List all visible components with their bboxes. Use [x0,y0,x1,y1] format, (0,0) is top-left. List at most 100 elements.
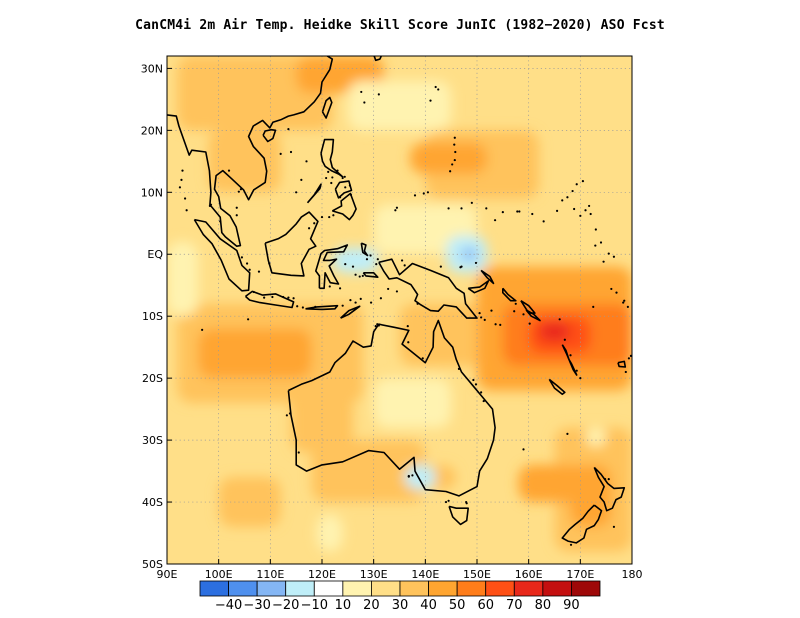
islet [444,500,448,504]
colorbar-label: −20 [272,598,299,613]
islet [320,215,324,219]
skill-region [585,427,607,447]
colorbar-label: 60 [477,598,494,613]
islet [513,310,516,313]
colorbar-swatch [485,580,515,597]
coastline-java [244,290,295,309]
coastline-timor [340,305,361,319]
skill-region [518,464,591,503]
colorbar-swatch [428,580,458,597]
x-tick-label: 170E [566,568,594,581]
y-tick-label: 30S [142,434,163,447]
skill-region [218,477,281,527]
islet [483,318,486,322]
coastline-australia [287,319,496,497]
islet [602,260,605,263]
coastline-tasmania [448,505,469,526]
islet [516,210,519,213]
islet [331,176,334,179]
islet [279,152,282,155]
islet [354,301,357,304]
islet [248,268,251,271]
islet [434,85,437,89]
coastline-solomons-b [520,300,536,314]
skill-region [316,514,343,552]
islet [594,228,597,231]
islet [365,258,369,261]
islet [453,143,456,146]
islet [328,285,331,288]
islet [478,311,481,315]
islet [358,275,361,278]
islet [235,214,238,217]
skill-region [373,378,452,428]
islet [341,176,344,180]
coastline-taiwan [321,96,333,119]
x-tick-label: 110E [256,568,284,581]
islet [482,399,485,403]
islet [336,169,339,172]
colorbar: −40 −30 −20 −10 10 20 30 40 50 60 70 80 90 [199,580,601,613]
islet [612,525,616,528]
islet [376,323,379,326]
islet [375,263,378,266]
islet [449,170,452,173]
islet [360,90,363,94]
islet [330,181,333,185]
colorbar-swatch [399,580,429,597]
colorbar-label: 50 [449,598,466,613]
skill-region [539,322,570,341]
islet [341,304,344,307]
colorbar-swatch [542,580,572,597]
islet [374,325,377,328]
islet [327,170,330,173]
islet [454,150,457,154]
islet [581,180,585,183]
islet [571,189,574,193]
colorbar-swatch [342,580,372,597]
coastline-sumbawa-flores [305,304,339,311]
islet [426,191,430,194]
x-tick-label: 120E [308,568,336,581]
colorbar-label: 90 [563,598,580,613]
islet [349,193,353,196]
islet [499,323,502,326]
islet [287,296,290,299]
skill-field [167,56,632,564]
x-tick-label: 150E [463,568,491,581]
islet [493,219,497,222]
skill-region [198,328,312,379]
gridlines [167,56,632,564]
islet [465,500,468,504]
islet [592,305,595,309]
islet [297,451,300,454]
map-title: CanCM4i 2m Air Temp. Heidke Skill Score … [135,18,665,33]
islet [561,199,564,202]
colorbar-swatch [371,580,401,597]
islet [437,88,440,91]
islet [623,299,626,302]
islet [429,99,432,102]
islet [607,252,610,255]
islet [252,290,255,294]
islet [285,414,288,417]
coastline-korea-japan-edge [350,56,352,57]
islet [300,178,303,182]
x-tick-label: 180 [622,568,643,581]
colorbar-label: −30 [243,598,270,613]
coastline-sulawesi [315,244,349,290]
islet [622,301,625,304]
islet [288,412,292,415]
coastline-new-caledonia [548,378,566,396]
y-tick-label: 40S [142,496,163,509]
colorbar-swatch [228,580,258,597]
coastline-fiji [617,360,627,368]
islet [542,220,545,223]
islet [451,163,454,166]
coastline-new-ireland [480,269,495,285]
islet [555,209,559,212]
islet [447,207,450,210]
colorbar-swatch [285,580,315,597]
islet [569,354,572,357]
